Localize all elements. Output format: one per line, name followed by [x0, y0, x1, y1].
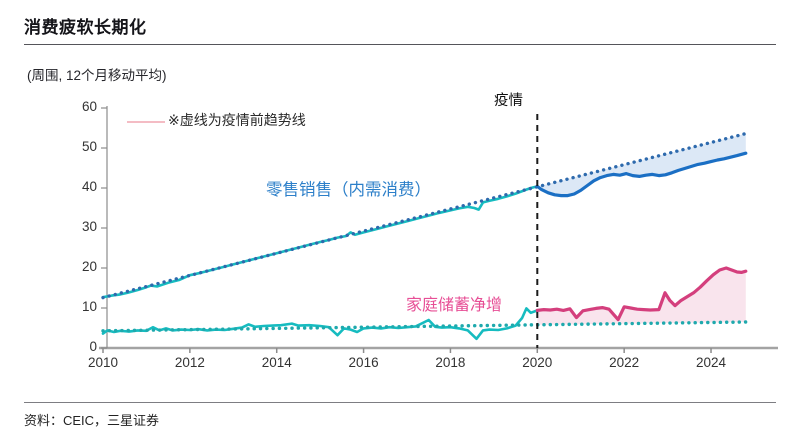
x-axis-tick-label: 2012 — [174, 355, 205, 370]
gap-fill-area — [537, 268, 746, 325]
x-axis-tick-label: 2016 — [348, 355, 379, 370]
y-axis-tick-label: 10 — [81, 299, 97, 314]
x-axis-tick-label: 2024 — [695, 355, 727, 370]
series-retail_post — [535, 151, 748, 198]
x-axis-tick-label: 2018 — [435, 355, 466, 370]
chart-unit-label: (周围, 12个月移动平均) — [27, 68, 167, 83]
y-axis-tick-label: 40 — [81, 179, 97, 194]
y-axis-tick-label: 30 — [81, 219, 97, 234]
x-axis-tick-label: 2014 — [261, 355, 292, 370]
source-note: 资料：CEIC，三星证券 — [24, 413, 160, 428]
footer-divider — [24, 402, 776, 403]
y-axis-tick-label: 0 — [89, 339, 97, 354]
x-axis-tick-label: 2010 — [87, 355, 119, 370]
savings-series-label: 家庭储蓄净增 — [406, 297, 503, 314]
title-divider — [24, 44, 776, 45]
series-retail_pre — [101, 185, 539, 299]
y-axis-tick-label: 60 — [81, 99, 97, 114]
y-axis-tick-label: 20 — [81, 259, 97, 274]
trend-line-legend-swatch — [127, 121, 165, 123]
retail-series-label: 零售销售（内需消费） — [266, 181, 431, 199]
y-axis-tick-label: 50 — [81, 139, 97, 154]
pandemic-annotation: 疫情 — [494, 93, 523, 109]
series-savings_post — [535, 266, 748, 322]
x-axis-tick-label: 2020 — [522, 355, 553, 370]
page-title: 消费疲软长期化 — [24, 18, 147, 37]
gap-fill-area — [537, 133, 746, 196]
trend-note: ※虚线为疫情前趋势线 — [168, 112, 306, 128]
x-axis-tick-label: 2022 — [609, 355, 640, 370]
